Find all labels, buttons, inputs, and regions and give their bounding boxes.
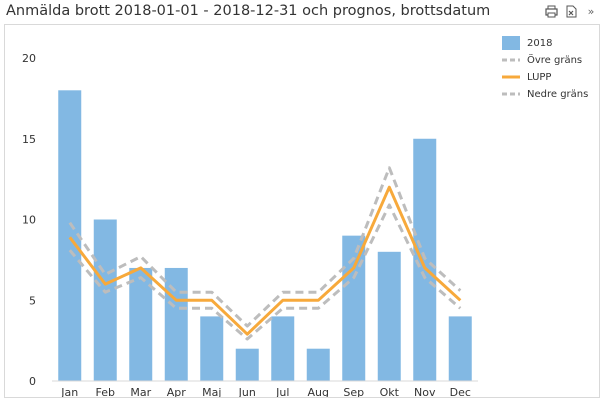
- legend-swatch: [502, 36, 520, 50]
- bar-mar: [129, 267, 153, 381]
- x-tick-label: Jan: [60, 386, 78, 397]
- bar-maj: [200, 316, 224, 381]
- x-tick-label: Jul: [275, 386, 289, 397]
- y-tick-label: 10: [22, 214, 36, 227]
- chart-toolbar: »: [544, 4, 598, 18]
- bar-dec: [448, 316, 472, 381]
- x-tick-label: Mar: [130, 386, 151, 397]
- more-icon[interactable]: »: [587, 4, 595, 18]
- bar-feb: [93, 219, 117, 381]
- chart-title: Anmälda brott 2018-01-01 - 2018-12-31 oc…: [6, 3, 491, 19]
- series-line-nedre-gräns: [68, 203, 462, 341]
- bar-aug: [306, 348, 330, 381]
- legend-label: Övre gräns: [527, 53, 582, 66]
- legend-label: LUPP: [527, 72, 551, 83]
- legend-label: 2018: [527, 38, 552, 49]
- x-tick-label: Dec: [450, 386, 471, 397]
- x-tick-label: Maj: [202, 386, 221, 397]
- y-tick-label: 5: [29, 294, 36, 307]
- y-tick-label: 0: [29, 375, 36, 388]
- bar-okt: [377, 251, 401, 381]
- x-tick-label: Sep: [343, 386, 364, 397]
- x-tick-label: Aug: [308, 386, 329, 397]
- bar-jun: [235, 348, 259, 381]
- x-tick-label: Apr: [167, 386, 187, 397]
- chart-svg: 0 5 10 15 20 Jan Feb Mar Apr Maj Jun Jul Aug Sep Okt No…: [22, 36, 588, 399]
- export-icon[interactable]: [544, 4, 558, 18]
- bar-jan: [58, 90, 82, 382]
- y-tick-label: 15: [22, 133, 36, 146]
- x-tick-label: Jun: [238, 386, 256, 397]
- series-line-övre-gräns: [68, 166, 462, 328]
- x-tick-label: Feb: [96, 386, 115, 397]
- bar-jul: [271, 316, 295, 381]
- chart-panel: 0 5 10 15 20 Jan Feb Mar Apr Maj Jun Jul Aug Sep Okt No…: [4, 24, 600, 399]
- bar-apr: [164, 267, 188, 381]
- series-line-lupp: [68, 185, 462, 336]
- x-tick-label: Okt: [380, 386, 400, 397]
- x-tick-label: Nov: [414, 386, 436, 397]
- y-tick-label: 20: [22, 52, 36, 65]
- legend-label: Nedre gräns: [527, 89, 588, 100]
- excel-icon[interactable]: [564, 4, 578, 18]
